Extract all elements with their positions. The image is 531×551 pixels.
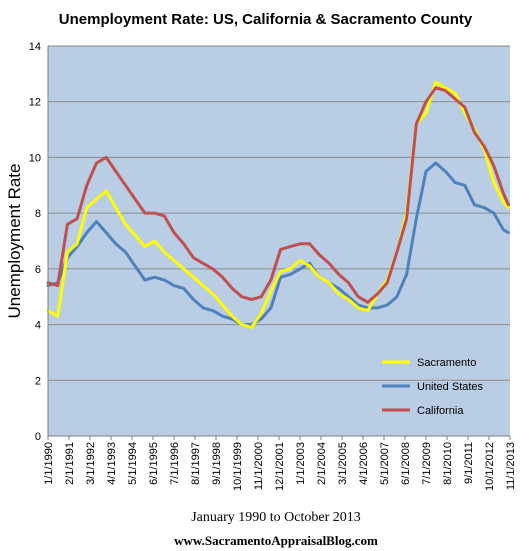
series-line-united-states [46,161,510,327]
x-tick-label: 8/1/2010 [442,442,454,485]
x-tick-label: 7/1/1996 [169,442,181,485]
grid-lines [48,45,510,381]
x-tick-label: 7/1/2009 [421,442,433,485]
legend-label: Sacramento [417,357,476,369]
x-tick-label: 2/1/1991 [64,442,76,485]
series-line-california [46,86,510,304]
x-axis-title: January 1990 to October 2013 [191,510,361,525]
y-tick-labels: 0 2 4 6 8 10 12 14 [29,41,41,443]
x-tick-label: 4/1/1993 [106,442,118,485]
legend-label: California [417,405,464,417]
x-tick-label: 12/1/2001 [274,442,286,491]
y-tick-label: 10 [29,152,41,164]
x-tick-label: 3/1/2005 [337,442,349,485]
x-tick-label: 3/1/1992 [85,442,97,485]
x-tick-label: 2/1/2004 [316,442,328,485]
plot-area [48,46,510,436]
x-tick-label: 11/1/2000 [253,442,265,490]
x-tick-label: 1/1/1990 [43,442,55,485]
x-tick-label: 6/1/2008 [400,442,412,485]
footer-url: www.SacramentoAppraisalBlog.com [174,533,378,548]
legend: Sacramento United States California [382,357,484,417]
y-tick-label: 0 [35,431,41,443]
x-tick-labels: 1/1/1990 2/1/1991 3/1/1992 4/1/1993 5/1/1994… [43,442,517,491]
x-tick-label: 8/1/1997 [190,442,202,485]
y-axis-title: Unemployment Rate [5,164,24,319]
y-tick-label: 8 [35,208,41,220]
x-tick-label: 11/1/2013 [505,442,517,490]
y-tick-label: 12 [29,97,41,109]
series-line-sacramento [46,80,510,329]
x-tick-label: 5/1/2007 [379,442,391,485]
x-tick-label: 4/1/2006 [358,442,370,485]
x-tick-label: 9/1/2011 [463,442,475,484]
x-tick-label: 1/1/2003 [295,442,307,485]
x-tick-label: 5/1/1994 [127,442,139,485]
legend-label: United States [417,381,484,393]
y-tick-label: 14 [29,41,41,53]
y-tick-label: 4 [35,320,41,332]
chart-title: Unemployment Rate: US, California & Sacr… [59,11,473,28]
y-tick-label: 6 [35,264,41,276]
y-tick-label: 2 [35,375,41,387]
series-lines [46,80,510,329]
x-tick-label: 9/1/1998 [211,442,223,485]
x-tick-label: 6/1/1995 [148,442,160,485]
x-tick-label: 10/1/2012 [484,442,496,491]
axes [47,46,511,440]
x-tick-label: 10/1/1999 [232,442,244,491]
